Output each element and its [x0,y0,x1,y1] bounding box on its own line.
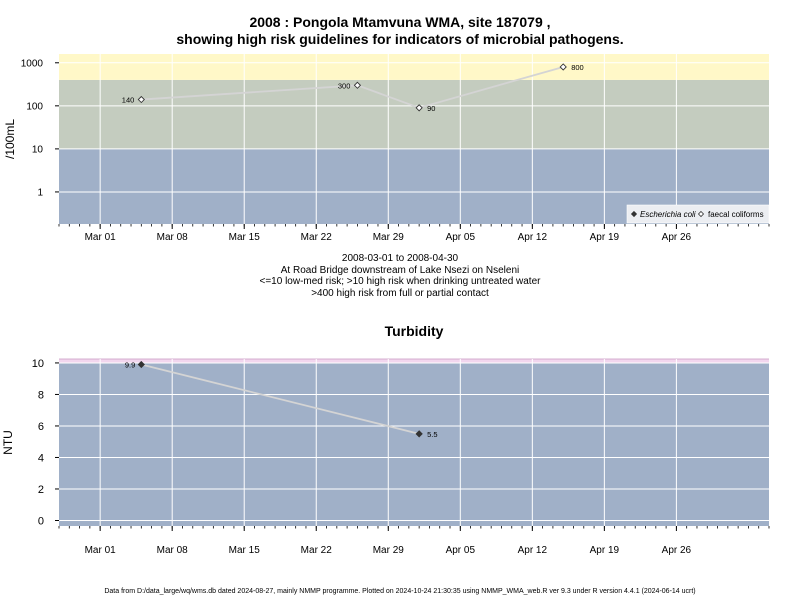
turbidity-x-tick-label-0: Mar 01 [85,545,117,556]
data-point-1-3 [559,63,567,71]
y-axis-label: /100mL [3,119,17,159]
x-tick-label-2: Mar 15 [229,232,261,243]
legend-marker-ecoli [630,210,638,218]
y-tick-label-0: 1 [37,187,43,198]
turbidity-guideline-band [59,359,769,363]
risk-band-1 [59,79,769,149]
turbidity-y-axis-label: NTU [1,430,15,455]
turbidity-data-label-0: 9.9 [125,361,135,370]
turbidity-y-tick-label-5: 10 [32,358,44,370]
data-label-1-3: 800 [571,63,584,72]
series-line-1 [141,66,564,109]
data-label-1-2: 90 [427,104,435,113]
turbidity-series-line [141,363,420,435]
turbidity-plot-area [59,359,769,526]
turbidity-x-tick-label-4: Mar 29 [373,545,405,556]
x-tick-label-3: Mar 22 [301,232,333,243]
caption-risk-drinking: <=10 low-med risk; >10 high risk when dr… [259,276,541,287]
x-tick-label-5: Apr 05 [446,232,476,243]
turbidity-x-tick-label-8: Apr 26 [662,545,692,556]
x-tick-label-1: Mar 08 [157,232,189,243]
legend-marker-faecal [697,210,705,218]
caption-site: At Road Bridge downstream of Lake Nsezi … [280,264,520,276]
turbidity-y-tick-label-3: 6 [38,421,44,433]
turbidity-title: Turbidity [385,323,444,339]
x-tick-label-8: Apr 26 [662,232,692,243]
data-point-1-2 [415,104,423,112]
caption-date-range: 2008-03-01 to 2008-04-30 [341,253,459,264]
turbidity-x-tick-label-7: Apr 19 [590,545,620,556]
turbidity-data-label-1: 5.5 [427,430,437,439]
turbidity-x-tick-label-1: Mar 08 [157,545,189,556]
turbidity-data-point-1 [415,430,423,438]
turbidity-chart: Turbidity 0 2 4 6 8 10 Mar 01 Mar 08 Mar 15 Mar 22… [1,323,770,556]
y-tick-label-2: 100 [26,101,43,112]
y-tick-label-3: 1000 [21,58,44,69]
footer-note: Data from D:/data_large/wq/wms.db dated … [104,588,696,595]
turbidity-x-tick-label-2: Mar 15 [229,545,261,556]
chart-title-line1: 2008 : Pongola Mtamvuna WMA, site 187079… [249,14,551,30]
data-label-1-1: 300 [338,81,351,90]
legend-label-faecal: faecal coliforms [708,210,764,219]
turbidity-y-tick-label-1: 2 [38,484,44,496]
data-point-1-1 [353,81,362,89]
turbidity-x-tick-label-5: Apr 05 [446,545,476,556]
x-tick-label-0: Mar 01 [85,232,117,243]
x-tick-label-4: Mar 29 [373,232,405,243]
data-point-1-0 [137,95,145,104]
turbidity-x-tick-label-3: Mar 22 [301,545,333,556]
risk-band-2 [59,54,769,80]
data-label-1-0: 140 [122,96,135,105]
turbidity-x-tick-label-6: Apr 12 [518,545,548,556]
x-tick-label-7: Apr 19 [590,232,620,243]
caption-risk-contact: >400 high risk from full or partial cont… [311,287,489,299]
microbial-chart: 1 10 100 1000 Mar 01 Mar 08 Mar 15 Mar 22 Mar 29… [3,54,770,243]
turbidity-y-tick-label-2: 4 [38,452,44,464]
x-tick-label-6: Apr 12 [518,232,548,243]
legend-label-ecoli: Escherichia coli [640,210,696,219]
y-tick-label-1: 10 [32,144,44,155]
turbidity-y-tick-label-0: 0 [38,515,44,527]
turbidity-y-tick-label-4: 8 [38,389,44,401]
turbidity-data-point-0 [137,360,145,369]
chart-title-line2: showing high risk guidelines for indicat… [176,31,624,47]
